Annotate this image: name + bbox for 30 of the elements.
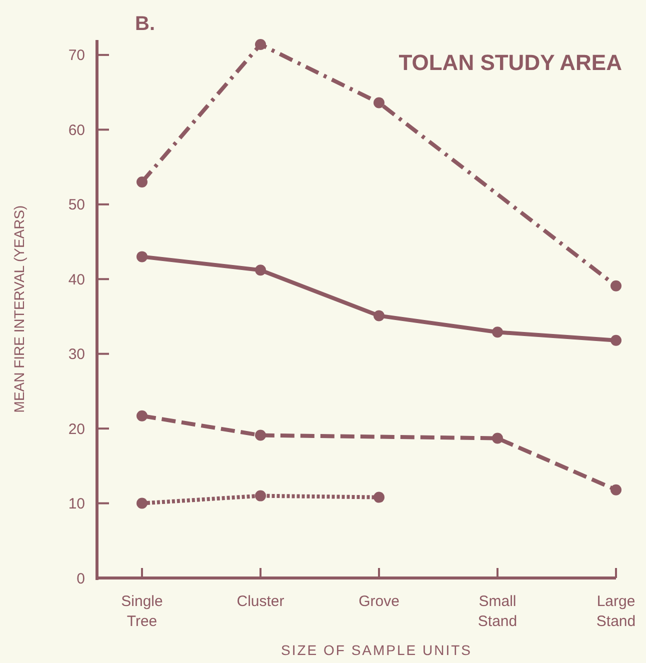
- x-tick-label: Small Stand: [478, 593, 518, 630]
- point: [136, 251, 148, 262]
- text: B.: [135, 13, 155, 35]
- x-tick-label: Large Stand: [596, 593, 636, 630]
- y-tick-label: 50: [68, 196, 85, 214]
- y-axis-title: MEAN FIRE INTERVAL (YEARS): [11, 205, 27, 413]
- point: [255, 430, 266, 441]
- point: [136, 176, 148, 188]
- y-tick-label: 70: [68, 47, 85, 64]
- point: [610, 334, 622, 346]
- point: [136, 498, 148, 509]
- y-tick-label: 10: [68, 496, 85, 513]
- y-tick-label: 20: [68, 420, 85, 438]
- text: TOLAN STUDY AREA: [398, 50, 622, 75]
- point: [136, 410, 148, 422]
- y-tick-label: 40: [68, 271, 85, 288]
- point: [492, 326, 503, 338]
- y-tick-label: 0: [76, 570, 85, 588]
- y-tick-label: 60: [68, 122, 85, 139]
- point: [255, 38, 266, 50]
- point: [374, 310, 384, 322]
- x-tick-label: Grove: [358, 593, 400, 610]
- point: [255, 490, 266, 502]
- y-tick-label: 30: [68, 346, 85, 364]
- point: [374, 97, 384, 108]
- x-axis-title: SIZE OF SAMPLE UNITS: [280, 642, 472, 658]
- point: [255, 264, 266, 276]
- x-tick-label: Single Tree: [121, 593, 163, 630]
- point: [374, 492, 384, 503]
- x-tick-label: Cluster: [236, 593, 284, 610]
